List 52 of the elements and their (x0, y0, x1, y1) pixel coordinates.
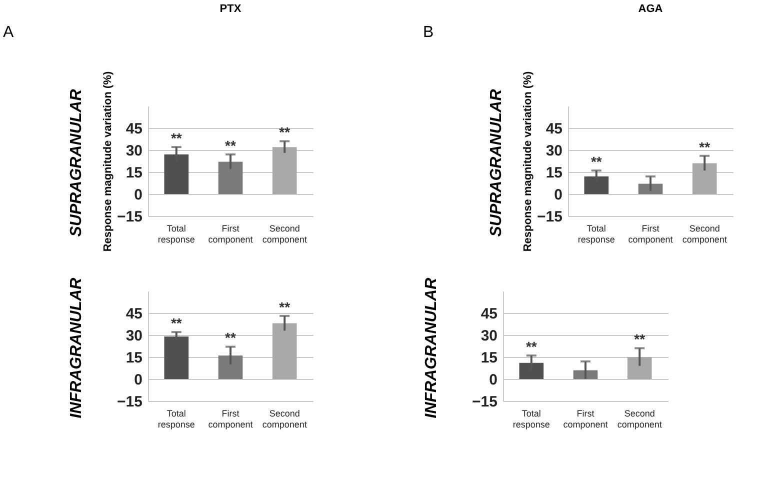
y-tick-label: 30 (126, 142, 142, 160)
text: INFRAGRANULAR (423, 277, 440, 418)
y-tick-label: 30 (546, 142, 562, 160)
y-tick-label: 15 (126, 164, 142, 182)
y-tick-label: −15 (537, 208, 562, 226)
x-tick-label: First component (563, 408, 608, 430)
text: B (423, 24, 434, 41)
chart-title: PTX (220, 3, 242, 15)
y-tick-label: 45 (126, 306, 142, 322)
text: A (3, 24, 14, 41)
y-tick-label: 45 (126, 120, 142, 138)
x-tick-label: Second component (262, 408, 308, 430)
annotation: ** (634, 331, 646, 348)
y-tick-label: −15 (472, 394, 498, 410)
text: SUPRAGRANULAR (68, 88, 85, 237)
annotation: ** (225, 330, 236, 346)
x-tick-label: First component (208, 224, 254, 244)
x-tick-label: First component (208, 408, 254, 430)
annotation: ** (279, 298, 291, 315)
y-tick-label: 30 (126, 328, 142, 344)
chart-title: AGA (638, 3, 663, 15)
x-tick-label: Second component (617, 408, 662, 430)
y-tick-label: −15 (117, 208, 142, 226)
x-tick-label: First component (628, 224, 674, 244)
y-tick-label: −15 (117, 394, 142, 410)
x-tick-label: Total response (158, 408, 195, 430)
y-tick-label: 0 (554, 186, 562, 204)
annotation: ** (170, 130, 182, 146)
annotation: ** (170, 315, 182, 332)
y-tick-label: 15 (480, 350, 498, 366)
annotation: ** (279, 124, 291, 140)
x-tick-label: Total response (158, 224, 195, 244)
x-tick-label: Second component (682, 224, 728, 244)
y-tick-label: 15 (126, 350, 142, 366)
y-axis-title: Response magnitude variation (%) (522, 71, 534, 252)
y-tick-label: 45 (546, 120, 562, 138)
text: INFRAGRANULAR (68, 277, 85, 418)
y-axis-title: Response magnitude variation (%) (102, 71, 114, 252)
y-tick-label: 0 (134, 186, 142, 204)
x-tick-label: Total response (512, 408, 550, 430)
annotation: ** (699, 138, 711, 155)
text: SUPRAGRANULAR (488, 88, 505, 237)
annotation: ** (526, 338, 538, 355)
y-tick-label: 0 (134, 372, 142, 388)
y-tick-label: 45 (480, 306, 498, 322)
annotation: ** (225, 137, 236, 154)
x-tick-label: Second component (262, 224, 308, 244)
x-tick-label: Total response (578, 224, 615, 244)
y-tick-label: 0 (489, 372, 498, 388)
y-tick-label: 15 (546, 164, 562, 182)
annotation: ** (590, 154, 602, 170)
y-tick-label: 30 (480, 328, 498, 344)
